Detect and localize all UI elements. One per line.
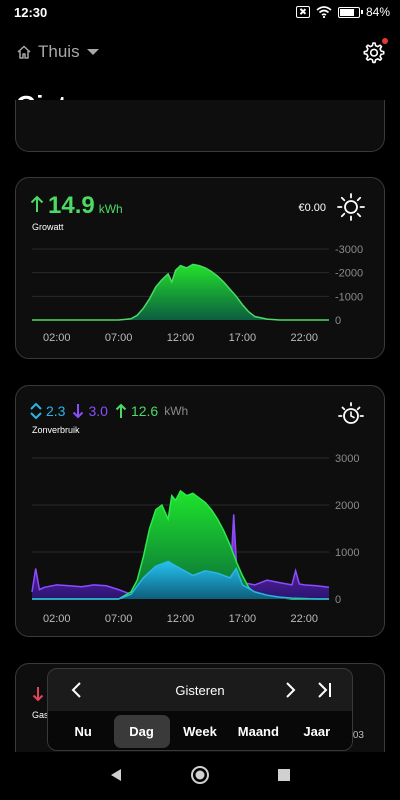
period-selector: Gisteren Nu Dag Week Maand Jaar xyxy=(47,668,353,751)
zon-header: 2.3 3.0 12.6 kWh xyxy=(30,403,188,419)
arrow-down-icon xyxy=(73,404,84,419)
gas-value-partial: 03 xyxy=(352,730,364,741)
arrow-down-icon xyxy=(32,687,44,702)
battery-icon xyxy=(337,6,363,18)
growatt-header: 14.9 kWh xyxy=(30,192,123,220)
x-tick-label: 02:00 xyxy=(43,332,71,344)
y-tick-label: 0 xyxy=(335,315,341,327)
sun-clock-icon[interactable] xyxy=(336,400,366,430)
tab-nu[interactable]: Nu xyxy=(74,724,92,739)
arrow-up-icon xyxy=(30,195,44,212)
no-sim-icon xyxy=(295,6,310,18)
previous-button[interactable] xyxy=(63,677,89,703)
x-tick-label: 22:00 xyxy=(290,332,318,344)
x-tick-label: 17:00 xyxy=(229,332,257,344)
period-current-label: Gisteren xyxy=(175,683,225,698)
settings-button[interactable] xyxy=(360,38,388,66)
status-icons: 84% xyxy=(295,5,390,19)
sun-icon[interactable] xyxy=(336,192,366,222)
x-tick-label: 07:00 xyxy=(105,613,133,625)
next-button[interactable] xyxy=(278,677,304,703)
zon-green-series-area xyxy=(32,490,329,599)
growatt-unit: kWh xyxy=(98,202,123,216)
skip-end-icon xyxy=(318,682,331,698)
x-tick-label: 22:00 xyxy=(290,613,318,625)
home-icon xyxy=(17,45,31,59)
y-tick-label: 3000 xyxy=(335,453,359,465)
zon-chart: 3000 2000 1000 0 02:00 07:00 12:00 17:00 22:00 xyxy=(31,453,359,625)
chevron-left-icon xyxy=(71,682,81,698)
home-selector[interactable]: Thuis xyxy=(16,42,100,62)
arrow-up-icon xyxy=(115,403,127,418)
gas-label: Gasv xyxy=(32,710,54,720)
tab-dag[interactable]: Dag xyxy=(113,715,170,748)
period-tabs: Nu Dag Week Maand Jaar xyxy=(48,711,352,750)
chevron-down-icon xyxy=(86,49,99,55)
y-tick-label: 2000 xyxy=(335,500,359,512)
y-tick-label: 1000 xyxy=(335,547,359,559)
period-nav: Gisteren xyxy=(48,669,352,711)
growatt-value: 14.9 xyxy=(48,192,95,219)
tab-maand[interactable]: Maand xyxy=(237,724,279,739)
zon-purple-series-area xyxy=(32,514,329,599)
top-bar: Thuis xyxy=(0,38,400,68)
growatt-source-label: Growatt xyxy=(32,222,64,232)
growatt-cost: €0.00 xyxy=(298,202,326,214)
x-tick-label: 12:00 xyxy=(167,332,195,344)
card-partial-top xyxy=(15,100,385,152)
y-tick-label: 0 xyxy=(335,594,341,606)
y-tick-label: -1000 xyxy=(335,291,363,303)
growatt-series-area xyxy=(32,264,329,320)
x-tick-label: 07:00 xyxy=(105,332,133,344)
home-nav-icon[interactable] xyxy=(190,765,210,785)
system-nav-bar xyxy=(0,752,400,800)
card-growatt[interactable]: 14.9 kWh Growatt €0.00 -3000 -2000 -1000 0 0… xyxy=(15,177,385,359)
last-button[interactable] xyxy=(312,677,338,703)
y-tick-label: -2000 xyxy=(335,268,363,280)
arrows-updown-icon xyxy=(30,403,42,419)
notification-dot xyxy=(382,38,388,44)
gear-icon xyxy=(363,42,385,64)
zon-unit: kWh xyxy=(164,404,189,418)
zon-label: Zonverbruik xyxy=(32,425,80,435)
zon-value-blue: 2.3 xyxy=(46,403,66,419)
status-bar: 12:30 84% xyxy=(0,0,400,26)
growatt-chart: -3000 -2000 -1000 0 02:00 07:00 12:00 17:00 22:0… xyxy=(32,244,363,344)
x-tick-label: 12:00 xyxy=(167,613,195,625)
status-time: 12:30 xyxy=(14,5,48,20)
back-icon[interactable] xyxy=(108,767,124,783)
zon-blue-series-area xyxy=(32,561,329,599)
x-tick-label: 17:00 xyxy=(229,613,257,625)
growatt-series-area-line xyxy=(32,263,329,321)
card-zonverbruik[interactable]: 2.3 3.0 12.6 kWh Zonverbruik 3000 2000 100… xyxy=(15,385,385,637)
tab-jaar[interactable]: Jaar xyxy=(303,724,331,739)
zon-blue-series-area-line xyxy=(32,560,329,600)
zon-value-green: 12.6 xyxy=(130,403,159,419)
battery-percent: 84% xyxy=(365,5,390,19)
chevron-right-icon xyxy=(286,682,296,698)
x-tick-label: 02:00 xyxy=(43,613,71,625)
zon-value-purple: 3.0 xyxy=(88,403,108,419)
y-tick-label: -3000 xyxy=(335,244,363,256)
wifi-icon xyxy=(316,6,332,18)
recent-apps-icon[interactable] xyxy=(277,768,291,782)
tab-week[interactable]: Week xyxy=(183,724,217,739)
home-name: Thuis xyxy=(38,42,80,61)
